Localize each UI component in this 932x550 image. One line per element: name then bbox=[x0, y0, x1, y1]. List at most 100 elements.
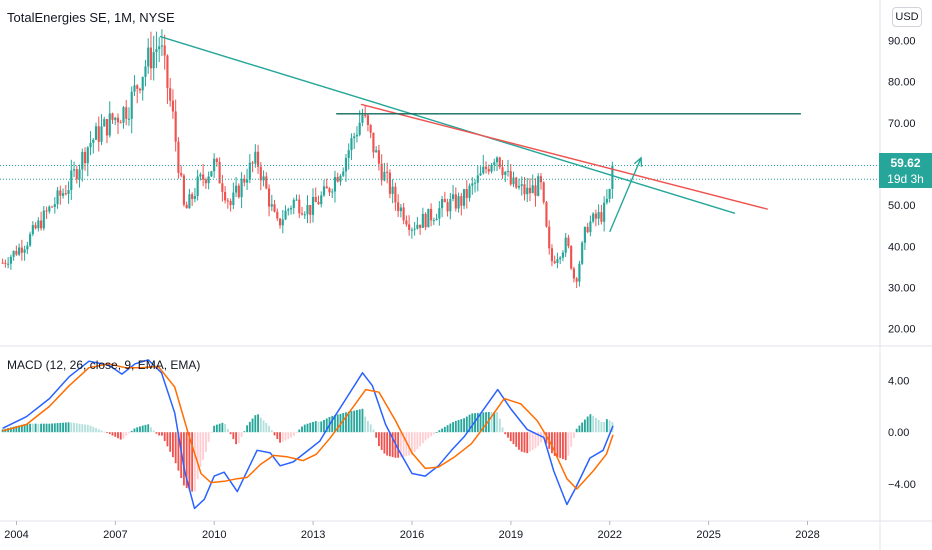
macd-histogram-bar bbox=[237, 432, 240, 444]
macd-histogram-bar bbox=[419, 432, 422, 447]
candle-body bbox=[259, 166, 262, 181]
macd-histogram-bar bbox=[479, 412, 482, 433]
candle-body bbox=[581, 242, 584, 264]
candle-body bbox=[372, 132, 375, 153]
trendline-drawings[interactable] bbox=[159, 35, 801, 233]
macd-histogram-bar bbox=[114, 432, 117, 437]
macd-histogram-bar bbox=[369, 424, 372, 433]
macd-histogram-bar bbox=[594, 417, 597, 433]
candle-body bbox=[517, 185, 521, 188]
candle-body bbox=[358, 122, 361, 135]
macd-histogram-bar bbox=[309, 422, 312, 433]
candle-body bbox=[160, 45, 164, 47]
macd-histogram-bar bbox=[84, 424, 86, 433]
candle-body bbox=[548, 226, 551, 249]
macd-histogram-bar bbox=[509, 432, 512, 442]
macd-histogram-bar bbox=[358, 409, 361, 433]
candle-body bbox=[59, 190, 62, 196]
candle-body bbox=[265, 176, 268, 189]
macd-histogram-bar bbox=[575, 428, 578, 433]
macd-histogram-bar bbox=[402, 432, 405, 457]
candle-body bbox=[523, 184, 526, 195]
macd-histogram-bar bbox=[12, 426, 15, 433]
macd-histogram-bar bbox=[564, 432, 567, 461]
candle-body bbox=[413, 228, 416, 230]
macd-histogram-bar bbox=[26, 423, 29, 433]
candle-body bbox=[72, 169, 76, 171]
candle-body bbox=[267, 188, 271, 207]
currency-button[interactable]: USD bbox=[892, 7, 922, 27]
candle-body bbox=[116, 117, 120, 123]
candle-body bbox=[18, 247, 21, 255]
macd-line bbox=[2, 359, 614, 510]
macd-histogram-bar bbox=[166, 432, 169, 447]
candle-body bbox=[174, 111, 177, 142]
macd-histogram-bar bbox=[512, 432, 515, 445]
macd-histogram-bar bbox=[284, 432, 287, 441]
macd-histogram-bar bbox=[248, 421, 251, 433]
candle-body bbox=[331, 191, 334, 193]
candle-body bbox=[394, 186, 397, 203]
candle-body bbox=[213, 158, 216, 172]
candle-body bbox=[237, 185, 240, 198]
candle-body bbox=[515, 177, 518, 188]
macd-histogram-bar bbox=[540, 432, 542, 443]
macd-histogram-bar bbox=[496, 412, 498, 433]
candle-body bbox=[240, 178, 243, 198]
macd-histogram-bar bbox=[413, 432, 416, 453]
candle-body bbox=[111, 113, 114, 120]
candle-body bbox=[166, 55, 169, 89]
macd-histogram-bar bbox=[182, 432, 185, 486]
candle-body bbox=[56, 190, 59, 205]
candle-body bbox=[355, 134, 359, 137]
candle-body bbox=[149, 47, 153, 69]
macd-histogram-bar bbox=[64, 422, 67, 433]
macd-histogram-bar bbox=[51, 423, 53, 433]
macd-histogram-bar bbox=[556, 432, 559, 457]
candle-body bbox=[366, 115, 370, 125]
macd-histogram-bar bbox=[490, 412, 493, 433]
macd-histogram-bar bbox=[243, 431, 246, 433]
candle-body bbox=[7, 263, 10, 265]
candle-body bbox=[435, 218, 438, 221]
macd-histogram-bar bbox=[295, 432, 298, 434]
candle-body bbox=[155, 49, 158, 53]
macd-histogram-bar bbox=[375, 432, 378, 438]
macd-histogram-bar bbox=[383, 432, 386, 454]
candle-body bbox=[487, 168, 490, 172]
macd-histogram-bar bbox=[232, 432, 235, 440]
candle-body bbox=[386, 171, 389, 173]
candle-body bbox=[314, 196, 317, 203]
macd-histogram-bar bbox=[292, 432, 295, 436]
candle-body bbox=[289, 208, 293, 210]
candle-body bbox=[278, 218, 282, 226]
candle-body bbox=[108, 113, 111, 136]
candle-body bbox=[31, 225, 34, 235]
macd-histogram-bar bbox=[210, 432, 213, 434]
macd-histogram-bar bbox=[117, 432, 119, 439]
macd-histogram-bar bbox=[161, 432, 163, 436]
candle-body bbox=[608, 188, 611, 199]
candle-body bbox=[611, 165, 614, 189]
macd-histogram-bar bbox=[597, 419, 600, 433]
candle-body bbox=[399, 207, 402, 212]
macd-histogram-bar bbox=[449, 423, 452, 433]
candle-body bbox=[34, 225, 37, 229]
candle-body bbox=[482, 166, 485, 174]
macd-histogram-bar bbox=[103, 431, 106, 433]
candle-body bbox=[221, 183, 224, 192]
candle-body bbox=[402, 207, 405, 221]
macd-histogram-bar bbox=[235, 432, 238, 445]
candle-body bbox=[397, 202, 400, 212]
candle-body bbox=[545, 202, 548, 227]
axes: 90.0080.0070.0060.0050.0040.0030.0020.00… bbox=[4, 36, 916, 541]
candle-body bbox=[185, 204, 188, 209]
macd-histogram-bar bbox=[174, 432, 177, 464]
candle-body bbox=[284, 210, 287, 220]
time-tick-label: 2010 bbox=[202, 529, 226, 541]
candle-body bbox=[468, 185, 471, 198]
time-tick-label: 2025 bbox=[696, 529, 720, 541]
macd-histogram-bar bbox=[457, 419, 460, 433]
macd-indicator-title[interactable]: MACD (12, 26, close, 9, EMA, EMA) bbox=[7, 358, 201, 372]
macd-histogram-bar bbox=[416, 432, 419, 450]
